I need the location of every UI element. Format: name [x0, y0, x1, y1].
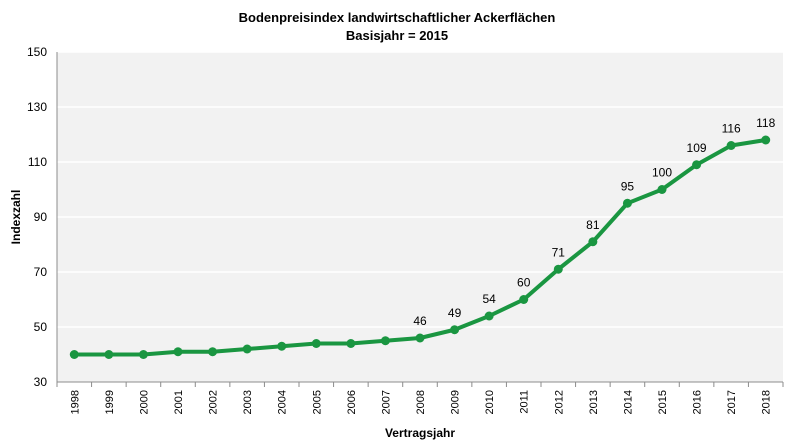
- chart-title: Bodenpreisindex landwirtschaftlicher Ack…: [238, 10, 556, 25]
- data-point-2009: [450, 325, 460, 335]
- data-point-2014: [622, 198, 632, 208]
- data-label-2017: 116: [722, 122, 741, 136]
- chart-subtitle: Basisjahr = 2015: [345, 28, 449, 43]
- x-tick-label-1998: 1998: [69, 390, 81, 414]
- data-label-2014: 95: [621, 179, 635, 193]
- data-label-2015: 100: [652, 166, 672, 180]
- data-point-1998: [69, 350, 79, 359]
- x-axis-title: Vertragsjahr: [385, 426, 455, 440]
- data-label-2010: 54: [482, 292, 496, 306]
- x-tick-label-2005: 2005: [311, 390, 323, 414]
- x-tick-label-2017: 2017: [726, 390, 738, 414]
- x-tick-label-2015: 2015: [657, 390, 669, 414]
- x-tick-label-2008: 2008: [415, 390, 427, 414]
- data-label-2009: 49: [448, 306, 462, 320]
- y-tick-label: 130: [27, 100, 47, 114]
- x-tick-label-2004: 2004: [277, 390, 289, 414]
- x-tick-label-2012: 2012: [553, 390, 565, 414]
- x-tick-label-2001: 2001: [173, 390, 185, 414]
- data-label-2008: 46: [413, 314, 427, 328]
- x-tick-label-2000: 2000: [138, 390, 150, 414]
- data-label-2012: 71: [552, 245, 566, 259]
- data-label-2016: 109: [687, 141, 707, 155]
- x-tick-label-2011: 2011: [519, 390, 531, 414]
- data-point-2000: [138, 350, 148, 359]
- data-label-2018: 118: [756, 116, 775, 130]
- data-point-2017: [726, 141, 736, 150]
- y-tick-label: 30: [34, 375, 48, 389]
- data-point-2003: [242, 344, 252, 354]
- data-label-2011: 60: [517, 276, 531, 290]
- data-point-2006: [346, 339, 356, 348]
- y-tick-label: 150: [27, 45, 47, 59]
- y-tick-label: 70: [34, 265, 48, 279]
- x-tick-label-2018: 2018: [761, 390, 773, 414]
- data-point-2007: [380, 336, 390, 346]
- x-tick-label-2009: 2009: [450, 390, 462, 414]
- y-tick-label: 110: [28, 155, 47, 169]
- x-tick-label-2013: 2013: [588, 390, 600, 414]
- y-tick-label: 50: [34, 320, 48, 334]
- x-tick-label-2007: 2007: [380, 390, 392, 414]
- x-tick-label-2010: 2010: [484, 390, 496, 414]
- data-point-2001: [173, 347, 183, 357]
- x-tick-label-2014: 2014: [622, 390, 634, 414]
- x-tick-label-2002: 2002: [208, 390, 220, 414]
- data-point-2015: [657, 185, 667, 194]
- data-label-2013: 81: [586, 218, 600, 232]
- data-point-2010: [484, 311, 494, 321]
- y-axis-title: Indexzahl: [9, 190, 23, 245]
- data-point-2008: [415, 333, 425, 343]
- data-point-2013: [588, 237, 598, 247]
- x-tick-label-2006: 2006: [346, 390, 358, 414]
- data-point-2012: [553, 264, 563, 274]
- x-tick-label-2016: 2016: [692, 390, 704, 414]
- data-point-2005: [311, 339, 321, 348]
- data-point-2016: [692, 160, 702, 170]
- data-point-2002: [208, 347, 218, 357]
- data-point-2018: [761, 135, 771, 145]
- y-tick-label: 90: [34, 210, 48, 224]
- x-tick-label-2003: 2003: [242, 390, 254, 414]
- x-tick-label-1999: 1999: [104, 390, 116, 414]
- data-point-1999: [104, 350, 114, 359]
- data-point-2011: [519, 295, 529, 304]
- data-point-2004: [277, 341, 287, 351]
